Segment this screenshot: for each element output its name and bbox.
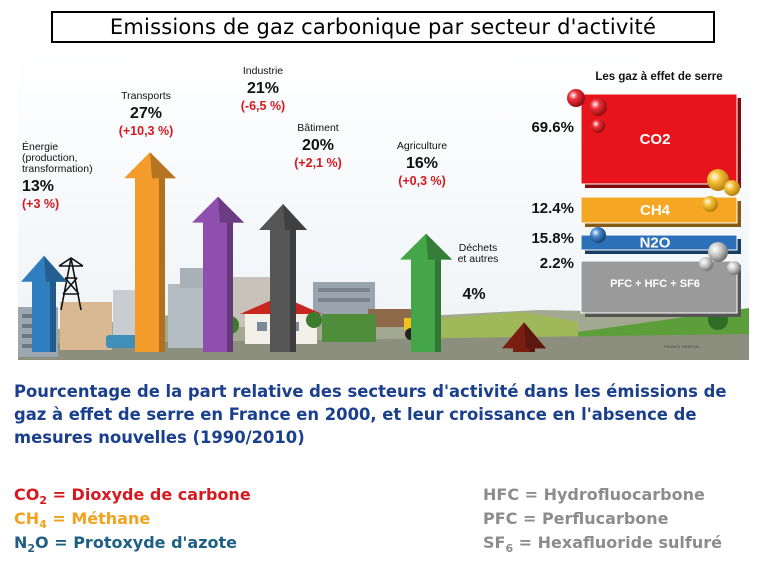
sector-name-line: transformation) <box>22 163 93 175</box>
sector-label: Énergie (production, transformation) <box>22 140 93 175</box>
sector-name-line: Bâtiment <box>297 122 339 134</box>
gas-bar-4: PFC + HFC + SF6 2.2% <box>540 255 741 317</box>
legend-symbol: N2O <box>14 533 49 556</box>
sector-arrow-head-shade <box>283 204 307 230</box>
gas-bar-label: CH4 <box>640 202 671 219</box>
legend-text: = Dioxyde de carbone <box>47 485 251 504</box>
sector-arrow-shaft-shade <box>290 229 296 352</box>
molecule-ball <box>708 242 728 262</box>
chart-caption: Pourcentage de la part relative des sect… <box>14 382 727 447</box>
gas-legend-left: CO2 = Dioxyde de carbone CH4 = Méthane N2O… <box>14 485 251 557</box>
gas-bar <box>580 234 738 251</box>
gas-bar-label: CO2 <box>640 131 671 148</box>
legend-entry: CH4 = Méthane <box>14 509 251 533</box>
molecule-ball <box>727 261 741 275</box>
sector-arrow-6: Déchets et autres 4% <box>458 242 546 352</box>
molecule-ball <box>591 119 605 133</box>
sector-arrow-shaft-shade <box>435 258 441 352</box>
sector-value: 16% <box>406 155 438 172</box>
molecule-ball <box>724 180 740 196</box>
sector-value: 27% <box>130 105 162 122</box>
legend-symbol: CO2 <box>14 485 47 508</box>
gas-value: 69.6% <box>531 119 574 136</box>
legend-text: = Protoxyde d'azote <box>48 533 238 552</box>
sector-name-line: Énergie <box>22 140 58 153</box>
gas-bar-3: N2O 15.8% <box>531 230 741 254</box>
sector-growth: (+2,1 %) <box>294 156 342 170</box>
sector-growth: (-6,5 %) <box>241 99 285 113</box>
sector-arrow-head-shade <box>218 196 244 223</box>
gas-legend-right: HFC = Hydrofluocarbone PFC = Perflucarbon… <box>483 485 722 557</box>
legend-symbol: CH4 <box>14 509 47 532</box>
molecule-ball <box>567 89 585 107</box>
gas-value: 12.4% <box>531 200 574 217</box>
legend-symbol: SF6 <box>483 533 514 556</box>
sector-name-line: Agriculture <box>397 140 447 152</box>
gas-panel-title: Les gaz à effet de serre <box>595 71 722 83</box>
gas-bar <box>580 260 738 314</box>
molecule-ball <box>699 257 713 271</box>
sector-arrow-shaft-shade <box>529 347 535 352</box>
gas-bar <box>580 93 738 185</box>
molecule-ball <box>590 227 606 243</box>
legend-entry: HFC = Hydrofluocarbone <box>483 485 722 509</box>
molecule-ball <box>707 169 729 191</box>
legend-text: PFC = Perflucarbone <box>483 509 669 528</box>
pylon-icon <box>58 257 84 311</box>
chart-title-text: Emissions de gaz carbonique par secteur … <box>109 15 657 39</box>
footer-credit: FRANCE GRAPHIC <box>664 344 700 349</box>
sector-arrow-3: Industrie 21% (-6,5 %) <box>192 65 285 352</box>
illustrated-chart: FRANCE GRAPHIC Énergie (production, transf… <box>18 52 749 360</box>
legend-entry: SF6 = Hexafluoride sulfuré <box>483 533 722 557</box>
sector-arrow-2: Transports 27% (+10,3 %) <box>119 90 176 352</box>
legend-entry: N2O = Protoxyde d'azote <box>14 533 251 557</box>
sector-label: Industrie <box>243 65 283 77</box>
sector-label: Déchets et autres <box>458 242 499 265</box>
sector-name-line: et autres <box>458 253 499 265</box>
sector-growth: (+0,3 %) <box>398 174 446 188</box>
sector-label: Agriculture <box>397 140 447 152</box>
sector-growth: (+3 %) <box>22 197 59 211</box>
sector-arrow-1: Énergie (production, transformation) 13% (+3… <box>21 140 93 352</box>
sector-arrow-head-shade <box>524 322 546 349</box>
sector-arrow-shaft <box>513 347 535 352</box>
legend-entry: PFC = Perflucarbone <box>483 509 722 533</box>
molecule-ball <box>702 196 718 212</box>
chart-title: Emissions de gaz carbonique par secteur … <box>51 11 715 43</box>
sector-arrow-head-shade <box>426 233 452 260</box>
sector-arrow-shaft-shade <box>50 280 56 352</box>
molecule-ball <box>589 98 607 116</box>
sector-value: 4% <box>462 286 485 303</box>
sector-label: Transports <box>121 90 171 102</box>
sector-value: 21% <box>247 80 279 97</box>
sector-value: 13% <box>22 178 54 195</box>
sector-value: 20% <box>302 137 334 154</box>
sector-arrow-shaft-shade <box>227 221 233 352</box>
sector-name-line: (production, <box>22 152 77 164</box>
gas-value: 2.2% <box>540 255 574 272</box>
legend-entry: CO2 = Dioxyde de carbone <box>14 485 251 509</box>
gas-value: 15.8% <box>531 230 574 247</box>
gas-bar-label: PFC + HFC + SF6 <box>610 278 700 290</box>
sector-label: Bâtiment <box>297 122 339 134</box>
sector-arrow-5: Agriculture 16% (+0,3 %) <box>397 140 452 352</box>
legend-text: HFC = Hydrofluocarbone <box>483 485 705 504</box>
sector-arrow-head-shade <box>150 152 176 179</box>
sector-name-line: Déchets <box>459 242 498 254</box>
sector-name-line: Transports <box>121 90 171 102</box>
legend-text: = Hexafluoride sulfuré <box>513 533 722 552</box>
gas-bar-label: N2O <box>640 235 671 252</box>
legend-text: = Méthane <box>46 509 151 528</box>
sector-arrow-4: Bâtiment 20% (+2,1 %) <box>259 122 342 352</box>
sector-growth: (+10,3 %) <box>119 124 174 138</box>
sector-arrow-shaft-shade <box>159 177 165 352</box>
sector-name-line: Industrie <box>243 65 283 77</box>
